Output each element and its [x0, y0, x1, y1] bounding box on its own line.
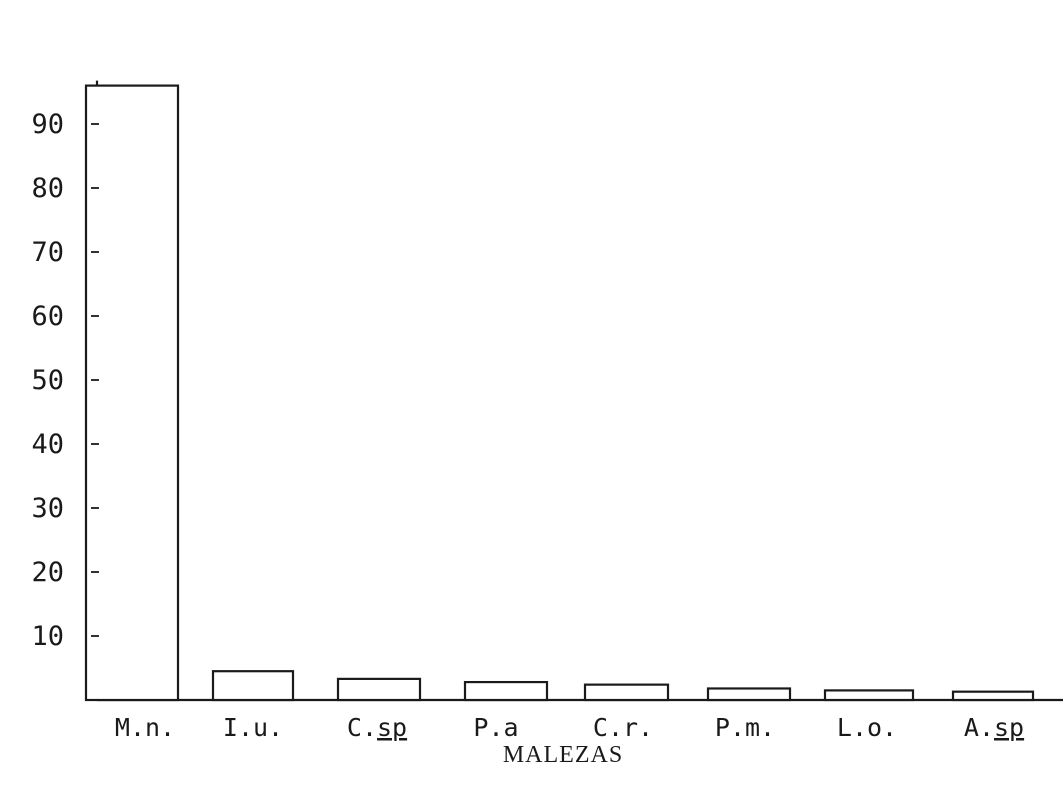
- x-tick-label: C.sp: [347, 713, 407, 742]
- bar-c-sp: [336, 677, 422, 702]
- bar-c-r: [583, 683, 670, 702]
- bar-p-m: [706, 687, 792, 702]
- x-tick-label: L.o.: [837, 713, 897, 742]
- x-axis-label: MALEZAS: [503, 742, 623, 768]
- y-tick-label: 50: [31, 365, 64, 396]
- x-tick-label: I.u.: [223, 713, 283, 742]
- x-tick-label: M.n.: [115, 713, 175, 742]
- y-tick-label: 20: [31, 557, 64, 588]
- bar-l-o: [823, 689, 915, 702]
- x-tick-label: A.sp: [964, 713, 1024, 742]
- bar-a-sp: [951, 690, 1035, 702]
- y-tick-label: 10: [31, 621, 64, 652]
- y-tick-label: 40: [31, 429, 64, 460]
- x-axis-ticks: M.n. I.u. C.sp P.a C.r. P.m. L.o. A.sp: [115, 713, 1024, 742]
- bar-m-n: [84, 84, 180, 702]
- x-tick-label: P.m.: [715, 713, 775, 742]
- y-tick-label: 90: [31, 109, 64, 140]
- x-tick-label: P.a: [473, 713, 518, 742]
- bar-p-a: [463, 680, 549, 702]
- y-axis-ticks: 10 20 30 40 50 60 70 80 90: [31, 109, 99, 652]
- x-tick-label: C.r.: [593, 713, 653, 742]
- y-tick-label: 70: [31, 237, 64, 268]
- bar-i-u: [211, 670, 295, 702]
- bars-group: [84, 84, 1035, 702]
- y-tick-label: 30: [31, 493, 64, 524]
- y-tick-label: 60: [31, 301, 64, 332]
- y-tick-label: 80: [31, 173, 64, 204]
- axes: [95, 80, 1063, 702]
